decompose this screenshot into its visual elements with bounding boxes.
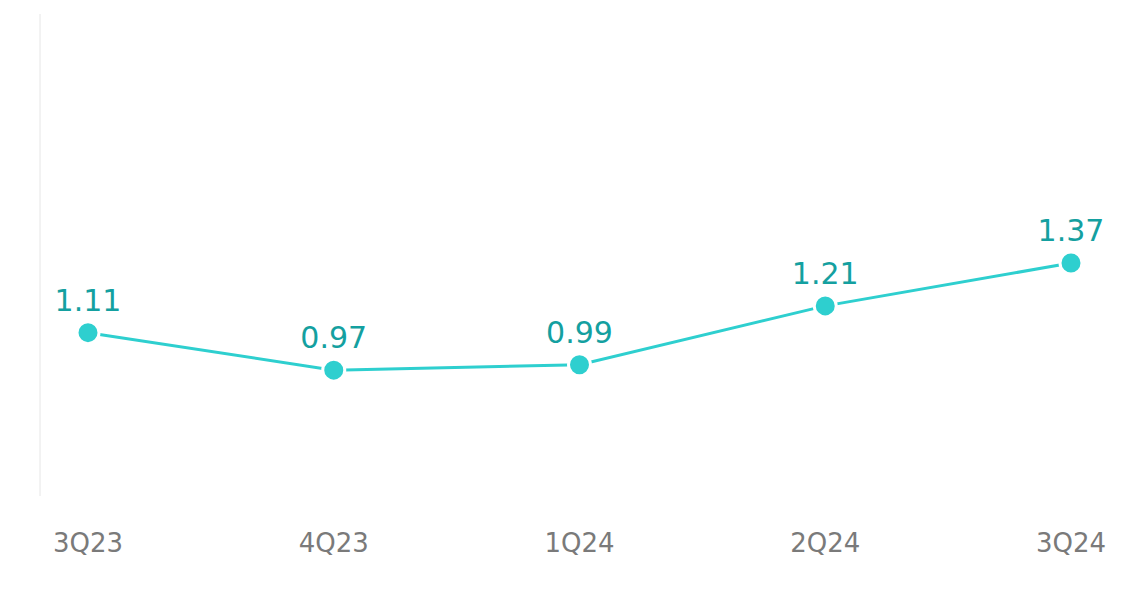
svg-text:3Q23: 3Q23 bbox=[53, 528, 123, 558]
svg-text:1.21: 1.21 bbox=[792, 256, 859, 291]
svg-text:2Q24: 2Q24 bbox=[790, 528, 860, 558]
svg-text:0.99: 0.99 bbox=[546, 315, 613, 350]
svg-text:4Q23: 4Q23 bbox=[299, 528, 369, 558]
svg-text:1Q24: 1Q24 bbox=[544, 528, 614, 558]
svg-text:1.11: 1.11 bbox=[55, 283, 122, 318]
svg-text:0.97: 0.97 bbox=[300, 320, 367, 355]
svg-text:1.37: 1.37 bbox=[1038, 213, 1105, 248]
svg-text:3Q24: 3Q24 bbox=[1036, 528, 1106, 558]
